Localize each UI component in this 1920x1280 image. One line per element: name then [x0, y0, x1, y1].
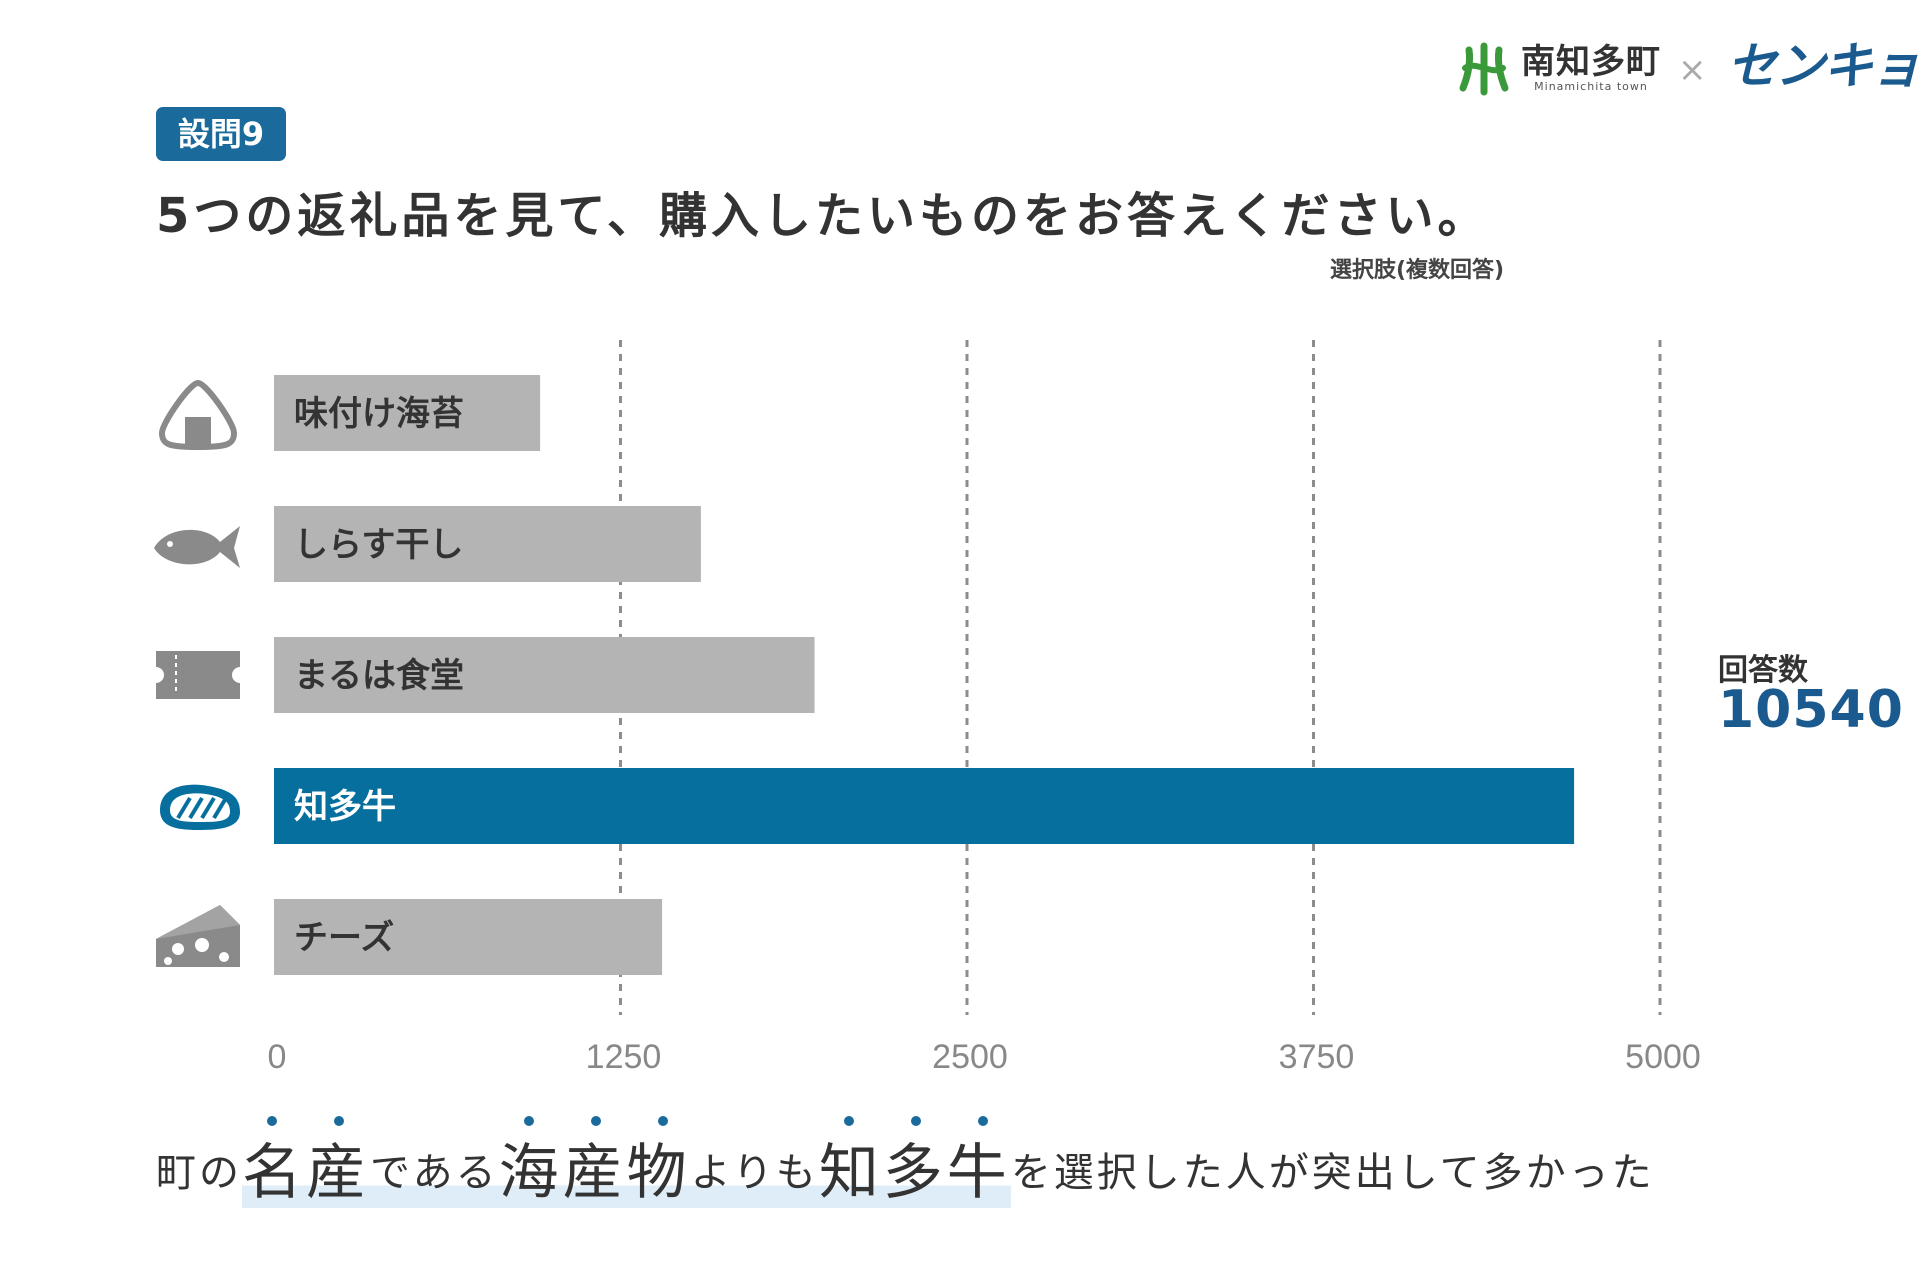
- tick-label: 1250: [586, 1038, 662, 1076]
- fish-icon: [154, 526, 240, 568]
- emphasis-dot: [590, 1116, 601, 1126]
- cheese-hole: [172, 943, 184, 955]
- bar-5: [274, 899, 663, 975]
- summary-statement: 町の 名産 である 海産物 よりも 知多牛 を選択した人が突出して多かった: [156, 1116, 1655, 1208]
- cheese-top: [156, 905, 240, 939]
- tick-label: 0: [268, 1038, 287, 1076]
- ticket-icon: [156, 651, 240, 699]
- statement-part-7: を選択した人が突出して多かった: [1010, 1150, 1655, 1196]
- bar-label: 知多牛: [294, 787, 396, 827]
- emphasis-dot: [267, 1116, 277, 1126]
- cheese-hole: [195, 938, 209, 952]
- response-count-label: 回答数: [1718, 653, 1808, 688]
- fish-body: [154, 526, 240, 568]
- question-title: 5つの返礼品を見て、購入したいものをお答えください。: [156, 188, 1490, 244]
- steak-stripe: [212, 796, 228, 820]
- steak-stripe: [188, 796, 204, 820]
- tick-label: 2500: [932, 1038, 1008, 1076]
- emphasis-dot: [843, 1116, 854, 1126]
- town-name: 南知多町: [1521, 42, 1661, 82]
- onigiri-icon: [158, 379, 238, 451]
- emphasis-dot: [977, 1116, 988, 1126]
- fish-eye: [167, 541, 173, 547]
- minamichita-logo: 南知多町 Minamichita town: [1457, 42, 1661, 96]
- tick-label: 5000: [1625, 1038, 1701, 1076]
- emphasis-dot: [334, 1116, 344, 1126]
- question-badge: 設問9: [156, 107, 286, 161]
- emphasis-dot: [657, 1116, 668, 1126]
- bar-label: チーズ: [294, 918, 394, 958]
- steak-stripe: [176, 796, 192, 820]
- cheese-hole: [164, 957, 172, 965]
- cheese-hole: [219, 952, 229, 962]
- statement-part-3: である: [370, 1138, 499, 1208]
- bar-label: しらす干し: [294, 525, 463, 565]
- bar-2: [274, 506, 701, 582]
- town-subtitle: Minamichita town: [1534, 80, 1648, 93]
- statement-part-1: 町の: [156, 1150, 242, 1196]
- senkyo-logo: センキョ: [1727, 37, 1920, 95]
- emphasis-dot: [523, 1116, 534, 1126]
- onigiri-nori: [185, 417, 211, 445]
- statement-emphasis-kaisanbutsu: 海産物: [498, 1116, 691, 1208]
- emphasis-dot: [910, 1116, 921, 1126]
- response-count-value: 10540: [1718, 680, 1904, 740]
- cheese-icon: [156, 905, 240, 967]
- onigiri-outline: [158, 379, 238, 451]
- statement-emphasis-chitagyu: 知多牛: [818, 1116, 1011, 1208]
- bar-3: [274, 637, 815, 713]
- statement-emphasis-meibutsu: 名産: [242, 1116, 370, 1208]
- statement-part-5: よりも: [690, 1138, 819, 1208]
- question-note: 選択肢(複数回答): [1330, 258, 1505, 283]
- town-emblem-icon: [1459, 42, 1509, 96]
- ticket-body: [156, 651, 240, 699]
- tick-label: 3750: [1279, 1038, 1355, 1076]
- bar-label: まるは食堂: [294, 656, 464, 696]
- bar-4: [274, 768, 1575, 844]
- bar-label: 味付け海苔: [294, 394, 464, 434]
- steak-icon: [160, 784, 240, 830]
- collab-separator: ×: [1678, 50, 1707, 90]
- steak-stripe: [200, 796, 216, 820]
- bar-1: [274, 375, 541, 451]
